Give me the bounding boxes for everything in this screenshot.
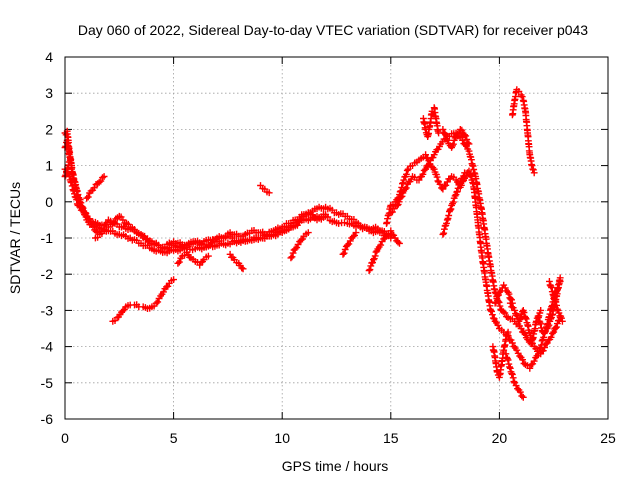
series-p043-seg-23 bbox=[491, 281, 516, 307]
axis-ticks: -6 -5 -4 -3 -2 -1 0 1 2 3 4 0 5 10 15 20 25 bbox=[41, 49, 616, 446]
y-tick-label: 2 bbox=[45, 121, 53, 137]
series-p043-seg-15 bbox=[420, 104, 442, 140]
x-tick-label: 5 bbox=[170, 430, 178, 446]
series-p043-seg-18 bbox=[489, 328, 512, 381]
series-p043-seg-24 bbox=[546, 278, 566, 325]
series-p043-seg-07 bbox=[226, 250, 247, 273]
data-marker-path bbox=[174, 249, 212, 269]
data-marker-path bbox=[339, 229, 360, 258]
series-p043-seg-10 bbox=[339, 229, 360, 258]
data-marker-path bbox=[257, 182, 273, 197]
series-p043-seg-04 bbox=[92, 227, 108, 242]
y-tick-label: -3 bbox=[41, 302, 54, 318]
series-p043-seg-09 bbox=[287, 229, 312, 262]
data-marker-path bbox=[546, 278, 566, 325]
y-tick-label: 0 bbox=[45, 194, 53, 210]
x-axis-label: GPS time / hours bbox=[282, 458, 389, 474]
data-marker-path bbox=[287, 229, 312, 262]
series-p043-seg-08 bbox=[257, 182, 273, 197]
series-p043-seg-16 bbox=[439, 126, 473, 151]
data-marker-path bbox=[387, 129, 564, 358]
data-marker-path bbox=[83, 173, 108, 202]
series-p043-seg-19 bbox=[502, 350, 527, 401]
y-axis-label: SDTVAR / TECUs bbox=[7, 182, 23, 294]
data-marker-path bbox=[387, 227, 403, 247]
y-tick-label: -1 bbox=[41, 230, 54, 246]
data-marker-path bbox=[502, 350, 527, 401]
x-tick-label: 25 bbox=[600, 430, 616, 446]
y-tick-label: 4 bbox=[45, 49, 53, 65]
chart-title: Day 060 of 2022, Sidereal Day-to-day VTE… bbox=[78, 22, 588, 38]
series-main-b bbox=[61, 165, 395, 257]
series-p043-seg-11 bbox=[365, 231, 390, 274]
series-p043-seg-17 bbox=[439, 169, 468, 238]
y-tick-label: -5 bbox=[41, 375, 54, 391]
data-marker-path bbox=[491, 281, 516, 307]
data-marker-path bbox=[439, 126, 473, 151]
series-p043-seg-20 bbox=[509, 86, 538, 177]
series-p043-seg-12 bbox=[387, 227, 403, 247]
series-p043-seg-14 bbox=[387, 129, 564, 358]
data-marker-path bbox=[365, 231, 390, 274]
y-tick-label: 3 bbox=[45, 85, 53, 101]
y-tick-label: -6 bbox=[41, 411, 54, 427]
x-tick-label: 15 bbox=[383, 430, 399, 446]
x-tick-label: 10 bbox=[274, 430, 290, 446]
data-marker-path bbox=[439, 169, 468, 238]
series-p043-seg-03 bbox=[83, 173, 108, 202]
data-marker-path bbox=[226, 250, 247, 273]
data-marker-path bbox=[489, 328, 512, 381]
series-p043-seg-06 bbox=[174, 249, 212, 269]
plot-frame bbox=[64, 56, 609, 420]
data-marker-path bbox=[420, 104, 442, 140]
data-marker-path bbox=[109, 276, 177, 325]
series-p043-seg-05 bbox=[109, 276, 177, 325]
data-marker-path bbox=[61, 165, 395, 257]
y-tick-label: -2 bbox=[41, 266, 54, 282]
data-marker-path bbox=[92, 227, 108, 242]
y-tick-label: 1 bbox=[45, 158, 53, 174]
data-marker-path bbox=[509, 86, 538, 177]
x-tick-label: 20 bbox=[492, 430, 508, 446]
data-points bbox=[61, 86, 566, 401]
x-tick-label: 0 bbox=[61, 430, 69, 446]
y-tick-label: -4 bbox=[41, 339, 54, 355]
